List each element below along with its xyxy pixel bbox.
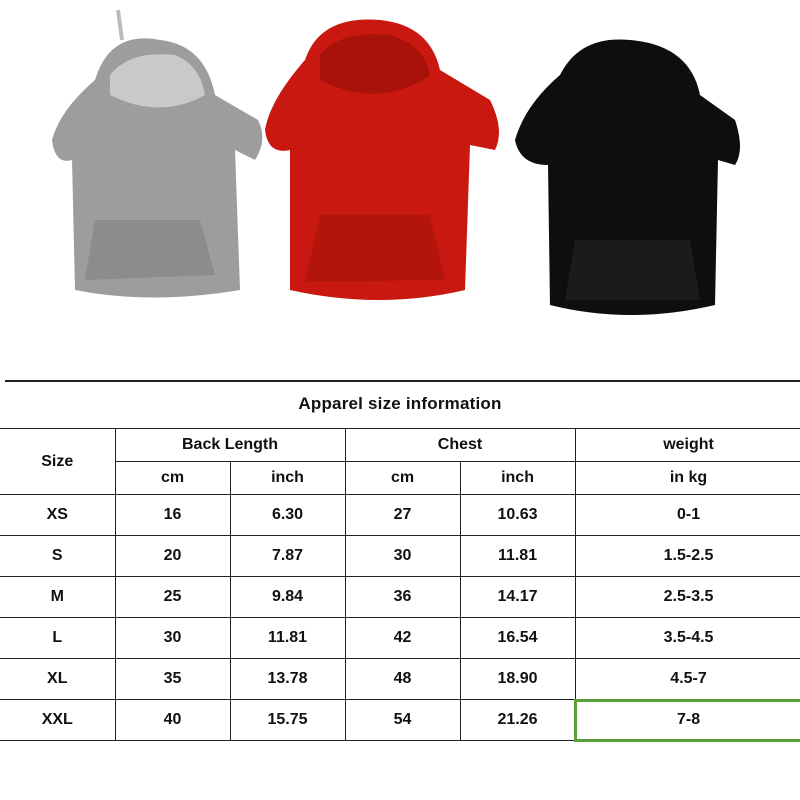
cell-back-length-cm: 30 <box>114 617 231 659</box>
cell-chest-cm: 27 <box>344 494 461 536</box>
cell-back-length-inch: 13.78 <box>229 658 346 700</box>
cell-chest-inch: 21.26 <box>459 699 576 741</box>
table-row: L 30 11.81 42 16.54 3.5-4.5 <box>0 617 800 659</box>
red-hoodie <box>265 19 499 300</box>
cell-chest-cm: 48 <box>344 658 461 700</box>
header-size: Size <box>0 428 116 495</box>
cell-chest-inch: 16.54 <box>459 617 576 659</box>
table-row: S 20 7.87 30 11.81 1.5-2.5 <box>0 535 800 577</box>
cell-weight-kg: 2.5-3.5 <box>574 576 800 618</box>
cell-back-length-cm: 35 <box>114 658 231 700</box>
black-hoodie <box>515 39 740 315</box>
divider <box>5 380 800 382</box>
cell-size: XS <box>0 494 116 536</box>
cell-back-length-inch: 11.81 <box>229 617 346 659</box>
header-back-length: Back Length <box>114 428 346 462</box>
cell-back-length-inch: 15.75 <box>229 699 346 741</box>
cell-back-length-inch: 9.84 <box>229 576 346 618</box>
cell-chest-cm: 30 <box>344 535 461 577</box>
cell-size: L <box>0 617 116 659</box>
cell-weight-kg: 4.5-7 <box>574 658 800 700</box>
cell-chest-cm: 36 <box>344 576 461 618</box>
grey-hoodie <box>52 9 263 298</box>
cell-back-length-inch: 7.87 <box>229 535 346 577</box>
cell-chest-inch: 11.81 <box>459 535 576 577</box>
subheader-cm: cm <box>114 461 231 495</box>
cell-weight-kg: 7-8 <box>574 698 800 742</box>
cell-size: XXL <box>0 699 116 741</box>
cell-back-length-cm: 40 <box>114 699 231 741</box>
cell-weight-kg: 1.5-2.5 <box>574 535 800 577</box>
subheader-inch: inch <box>229 461 346 495</box>
header-weight: weight <box>574 428 800 462</box>
cell-back-length-inch: 6.30 <box>229 494 346 536</box>
subheader-kg: in kg <box>574 461 800 495</box>
cell-weight-kg: 3.5-4.5 <box>574 617 800 659</box>
cell-size: S <box>0 535 116 577</box>
subheader-inch: inch <box>459 461 576 495</box>
cell-back-length-cm: 20 <box>114 535 231 577</box>
table-row: XL 35 13.78 48 18.90 4.5-7 <box>0 658 800 700</box>
cell-chest-cm: 54 <box>344 699 461 741</box>
cell-size: XL <box>0 658 116 700</box>
cell-chest-inch: 14.17 <box>459 576 576 618</box>
table-row: XXL 40 15.75 54 21.26 7-8 <box>0 698 800 742</box>
subheader-row: cm inch cm inch in kg <box>0 461 800 495</box>
table-title: Apparel size information <box>298 394 502 413</box>
header-chest: Chest <box>344 428 576 462</box>
cell-chest-inch: 10.63 <box>459 494 576 536</box>
cell-back-length-cm: 16 <box>114 494 231 536</box>
cell-back-length-cm: 25 <box>114 576 231 618</box>
header-row: Size Back Length Chest weight <box>0 428 800 495</box>
cell-chest-inch: 18.90 <box>459 658 576 700</box>
subheader-cm: cm <box>344 461 461 495</box>
cell-weight-kg: 0-1 <box>574 494 800 536</box>
cell-size: M <box>0 576 116 618</box>
table-row: XS 16 6.30 27 10.63 0-1 <box>0 494 800 536</box>
size-table: Size Back Length Chest weight cm inch cm… <box>0 428 800 742</box>
table-row: M 25 9.84 36 14.17 2.5-3.5 <box>0 576 800 618</box>
product-photo <box>52 9 740 315</box>
cell-chest-cm: 42 <box>344 617 461 659</box>
